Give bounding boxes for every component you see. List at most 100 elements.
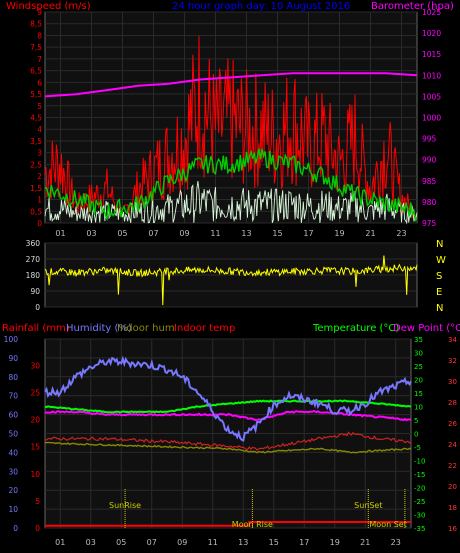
x-tick-label: 13 (241, 229, 251, 238)
legend-humidity: Humidity (%) (66, 323, 132, 334)
y-tick-label-barometer: 1020 (422, 29, 441, 38)
y-tick-label-direction: 360 (26, 239, 41, 248)
legend-indoor-temp: Indoor temp (174, 323, 235, 334)
y-tick-label-humidity: 50 (8, 430, 18, 439)
y-tick-label-direction: 180 (26, 271, 41, 280)
series-humidity-line (44, 355, 412, 442)
y-tick-label-indoor-temp: 34 (448, 336, 457, 344)
series-rainfall-line (45, 521, 411, 527)
y-tick-label-windspeed: 5,5 (30, 90, 42, 99)
x-tick-label: 17 (299, 538, 309, 547)
y-tick-label-windspeed: 6 (37, 78, 42, 87)
y-tick-label-temperature: 0 (414, 431, 418, 439)
x-tick-label: 15 (272, 229, 282, 238)
y-tick-label-windspeed: 0 (37, 219, 42, 228)
y-tick-label-direction: 90 (30, 287, 40, 296)
y-tick-label-temperature: -25 (414, 498, 425, 506)
y-tick-label-humidity: 60 (8, 411, 18, 420)
y-tick-label-barometer: 1010 (422, 71, 441, 80)
x-tick-label: 19 (334, 229, 344, 238)
chart-title: 24 hour graph day: 10 August 2016 (172, 1, 350, 12)
series-wind-direction-line (44, 255, 418, 306)
x-tick-label: 11 (210, 229, 220, 238)
y-tick-label-indoor-temp: 24 (448, 441, 457, 449)
y-tick-label-rain: 15 (30, 443, 40, 452)
y-tick-label-direction: 270 (26, 255, 41, 264)
x-tick-label: 21 (365, 229, 375, 238)
y-tick-label-humidity: 0 (13, 524, 18, 533)
y-tick-label-windspeed: 4,5 (30, 114, 42, 123)
y-tick-label-indoor-temp: 28 (448, 399, 457, 407)
y-axis-label-barometer: Barometer (hpa) (371, 1, 454, 12)
y-tick-label-windspeed: 2,5 (30, 160, 42, 169)
y-tick-label-rain: 0 (35, 524, 40, 533)
y-tick-label-indoor-temp: 20 (448, 483, 457, 491)
x-tick-label: 13 (238, 538, 248, 547)
y-tick-label-temperature: -35 (414, 525, 425, 533)
y-tick-label-direction: 0 (35, 303, 40, 312)
y-tick-label-barometer: 1000 (422, 114, 441, 123)
y-tick-label-windspeed: 0,5 (30, 207, 42, 216)
y-tick-label-humidity: 100 (4, 335, 19, 344)
y-tick-label-indoor-temp: 18 (448, 504, 457, 512)
y-tick-label-indoor-temp: 16 (448, 525, 457, 533)
y-tick-label-humidity: 30 (8, 467, 18, 476)
y-tick-label-temperature: -15 (414, 471, 425, 479)
y-tick-label-indoor-temp: 30 (448, 378, 457, 386)
y-tick-label-rain: 30 (30, 361, 40, 370)
y-tick-label-barometer: 995 (422, 135, 437, 144)
x-tick-label: 19 (330, 538, 340, 547)
y-tick-label-windspeed: 1,5 (30, 184, 42, 193)
x-tick-label: 09 (179, 229, 189, 238)
y-tick-label-humidity: 80 (8, 373, 18, 382)
y-tick-label-temperature: 25 (414, 363, 423, 371)
y-tick-label-windspeed: 8,5 (30, 20, 42, 29)
series-indoor-temp-line (44, 431, 412, 451)
x-tick-label: 15 (269, 538, 279, 547)
y-tick-label-rain: 20 (30, 416, 40, 425)
y-tick-label-barometer: 1025 (422, 8, 441, 17)
y-tick-label-temperature: 20 (414, 377, 423, 385)
y-tick-label-windspeed: 3 (37, 149, 42, 158)
y-axis-label-windspeed: Windspeed (m/s) (6, 1, 91, 12)
series-indoor-humidity-line (44, 441, 412, 454)
y-tick-label-humidity: 70 (8, 392, 18, 401)
x-tick-label: 09 (177, 538, 187, 547)
y-tick-label-temperature: 10 (414, 404, 423, 412)
y-tick-label-barometer: 975 (422, 219, 437, 228)
x-tick-label: 05 (116, 538, 126, 547)
x-tick-label: 01 (55, 538, 65, 547)
y-tick-label-barometer: 990 (422, 156, 437, 165)
compass-label: N (436, 303, 443, 314)
y-tick-label-windspeed: 4 (37, 125, 42, 134)
y-tick-label-humidity: 40 (8, 448, 18, 457)
series-temperature-line (44, 399, 412, 414)
legend-indoor-hum: Indoor hum (117, 323, 175, 334)
y-tick-label-windspeed: 3,5 (30, 137, 42, 146)
x-tick-label: 11 (208, 538, 218, 547)
y-tick-label-humidity: 20 (8, 486, 18, 495)
y-tick-label-temperature: 35 (414, 336, 423, 344)
y-tick-label-temperature: -5 (414, 444, 421, 452)
y-tick-label-barometer: 1005 (422, 92, 441, 101)
compass-label: N (436, 239, 443, 250)
compass-label: S (436, 271, 442, 282)
y-tick-label-rain: 10 (30, 470, 40, 479)
y-tick-label-windspeed: 7 (37, 55, 42, 64)
series-gust-line (44, 36, 418, 220)
y-tick-label-windspeed: 2 (37, 172, 42, 181)
legend-temperature: Temperature (°C) (312, 323, 399, 334)
y-tick-label-barometer: 1015 (422, 50, 441, 59)
sunset-label: SunSet (354, 501, 382, 510)
y-tick-label-temperature: -30 (414, 512, 425, 520)
x-tick-label: 21 (360, 538, 370, 547)
y-tick-label-barometer: 980 (422, 198, 437, 207)
y-tick-label-windspeed: 1 (37, 196, 42, 205)
y-tick-label-temperature: 15 (414, 390, 423, 398)
y-tick-label-rain: 5 (35, 497, 40, 506)
moonrise-label: Moon Rise (232, 520, 273, 529)
x-tick-label: 03 (86, 229, 96, 238)
x-tick-label: 05 (117, 229, 127, 238)
compass-label: E (436, 287, 442, 298)
